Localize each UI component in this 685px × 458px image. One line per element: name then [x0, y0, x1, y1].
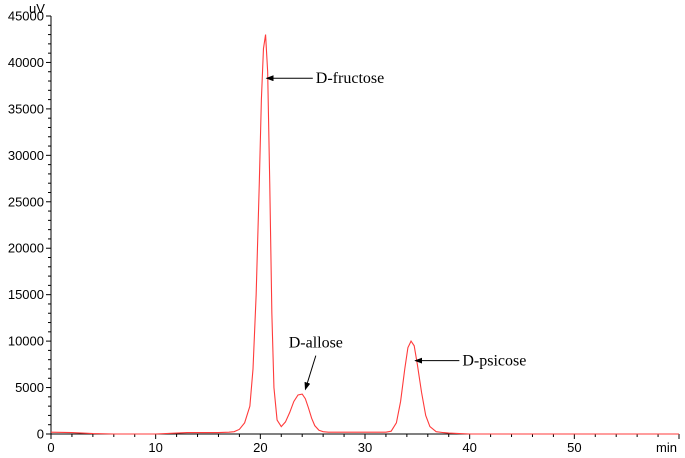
peak-label: D-allose: [289, 335, 343, 352]
y-tick-label: 45000: [8, 9, 44, 24]
x-tick-label: 0: [47, 440, 54, 455]
trace-layer: [50, 34, 679, 435]
y-tick-label: 20000: [8, 241, 44, 256]
y-tick-label: 40000: [8, 55, 44, 70]
y-tick-label: 10000: [8, 334, 44, 349]
y-axis-unit-label: uV: [29, 1, 45, 16]
peak-label: D-fructose: [316, 70, 384, 87]
x-tick-label: 40: [462, 440, 476, 455]
peak-label: D-psicose: [462, 353, 526, 370]
y-tick-label: 15000: [8, 287, 44, 302]
x-tick-label: 20: [253, 440, 267, 455]
x-tick-label: 30: [358, 440, 372, 455]
y-tick-label: 35000: [8, 101, 44, 116]
x-tick-label: 10: [148, 440, 162, 455]
annotation-arrow: [304, 355, 317, 391]
x-axis-ticks: 0 10 20 30 40 50: [47, 434, 680, 455]
y-tick-label: 25000: [8, 194, 44, 209]
x-axis-unit-label: min: [656, 440, 677, 455]
x-tick-label: 50: [567, 440, 581, 455]
y-axis-ticks: 0 5000 10000 15000 20000 25000 30000 35000 40000…: [8, 9, 51, 442]
y-tick-label: 30000: [8, 148, 44, 163]
annotation-layer: D-fructose D-allose D-psicose: [265, 70, 526, 391]
chromatogram-trace: [50, 34, 679, 435]
y-tick-label: 0: [37, 427, 44, 442]
y-tick-label: 5000: [15, 380, 44, 395]
